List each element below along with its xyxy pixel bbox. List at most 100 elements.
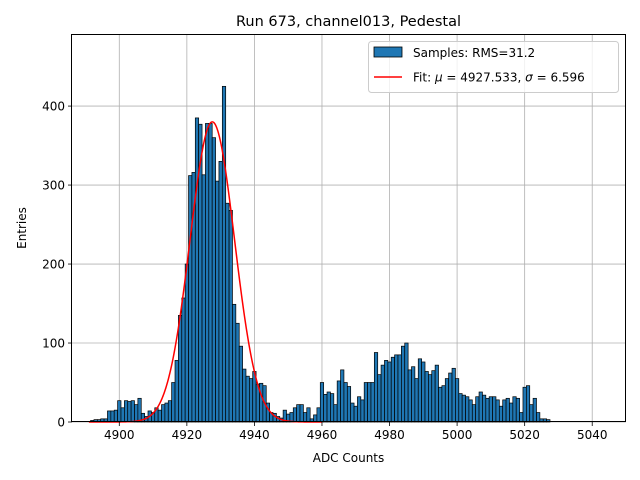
histogram-bar	[498, 405, 504, 423]
histogram-bar	[232, 303, 237, 423]
histogram-bar	[373, 352, 379, 423]
histogram-bar	[536, 412, 541, 423]
histogram-bar	[113, 409, 118, 423]
histogram-bar	[424, 371, 429, 423]
histogram-bar	[194, 117, 200, 423]
legend-histogram-label: Samples: RMS=31.2	[413, 46, 535, 60]
histogram-bar	[107, 410, 112, 423]
histogram-bar	[411, 366, 416, 423]
histogram-bar	[478, 391, 483, 423]
x-tick-label: 5020	[509, 428, 540, 442]
histogram-bar	[289, 412, 294, 423]
histogram-bar	[303, 412, 308, 423]
histogram-bar	[319, 382, 325, 423]
histogram-bar	[218, 161, 223, 423]
histogram-bar	[340, 369, 345, 423]
x-tick-label: 4900	[104, 428, 135, 442]
histogram-bar	[387, 361, 392, 423]
histogram-bar	[211, 137, 216, 423]
histogram-bar	[164, 402, 169, 423]
histogram-bar	[299, 404, 304, 423]
histogram-bar	[178, 315, 183, 423]
histogram-bar	[522, 386, 527, 423]
y-axis-label: Entries	[15, 207, 29, 249]
histogram-bar	[346, 386, 352, 423]
histogram-bar	[110, 410, 115, 423]
histogram-bar	[171, 382, 176, 423]
histogram-bar	[509, 402, 514, 423]
y-tick-label: 400	[42, 99, 65, 113]
histogram-bar	[326, 391, 331, 423]
histogram-bar	[316, 407, 321, 423]
histogram-bar	[120, 407, 125, 423]
histogram-bar	[134, 404, 139, 423]
histogram-bar	[468, 399, 473, 423]
histogram-bar	[130, 400, 135, 423]
histogram-bar	[259, 382, 264, 423]
histogram-bar	[502, 399, 507, 423]
histogram-bar	[512, 396, 517, 423]
histogram-bar	[238, 345, 243, 423]
histogram-bar	[417, 358, 422, 423]
histogram-bar	[167, 400, 173, 423]
histogram-bar	[414, 378, 419, 423]
histogram-bar	[377, 374, 382, 423]
histogram-bar	[336, 380, 341, 423]
histogram-bar	[245, 375, 250, 423]
histogram-bar	[350, 402, 355, 423]
y-tick-label: 100	[42, 336, 65, 350]
histogram-bar	[363, 382, 368, 423]
histogram-bar	[404, 342, 409, 423]
histogram-bar	[323, 394, 328, 423]
histogram-bar	[221, 85, 227, 423]
histogram-bar	[529, 404, 534, 423]
histogram-bar	[184, 263, 189, 423]
legend-box	[368, 41, 619, 93]
histogram-bar	[188, 175, 193, 423]
histogram-bar	[421, 361, 426, 423]
histogram-bar	[515, 397, 520, 423]
histogram-bar	[438, 386, 443, 423]
histogram-bar	[495, 399, 500, 423]
histogram-bar	[330, 393, 335, 423]
histogram-bar	[242, 368, 247, 423]
histogram-bar	[124, 400, 129, 423]
histogram-bar	[353, 405, 358, 423]
histogram-bar	[485, 397, 490, 423]
histogram-bar	[455, 378, 460, 423]
histogram-bar	[461, 394, 466, 423]
histogram-bar	[225, 202, 230, 423]
histogram-bar	[161, 404, 166, 423]
histogram-bar	[215, 180, 220, 423]
x-tick-label: 4920	[172, 428, 203, 442]
histogram-bar	[313, 414, 318, 423]
histogram-bar	[248, 378, 254, 423]
histogram-bar	[228, 209, 233, 423]
histogram-bar	[451, 367, 456, 423]
histogram-bar	[292, 407, 297, 423]
histogram-bar	[428, 374, 433, 423]
histogram-bar	[390, 356, 395, 423]
histogram-bar	[444, 378, 450, 423]
x-axis-label: ADC Counts	[313, 451, 385, 465]
histogram-bar	[235, 322, 240, 423]
histogram-bar	[360, 399, 365, 423]
histogram-bar	[370, 382, 375, 423]
chart-title: Run 673, channel013, Pedestal	[236, 14, 461, 30]
histogram-bar	[441, 385, 446, 423]
histogram-bar	[407, 369, 412, 423]
histogram-bar	[306, 407, 311, 423]
histogram-bar	[475, 396, 480, 423]
histogram-bar	[296, 404, 301, 423]
x-axis-ticks: 4900 4920 4940 4960 4980 5000 5020 5040	[104, 422, 607, 442]
x-tick-label: 5040	[577, 428, 608, 442]
histogram-bar	[201, 174, 206, 423]
plot-frame	[71, 34, 626, 422]
legend-histogram-swatch	[373, 46, 403, 58]
y-axis-ticks: 0 100 200 300 400	[42, 99, 72, 429]
y-tick-label: 300	[42, 178, 65, 192]
histogram-bar	[431, 370, 436, 423]
histogram-bar	[471, 404, 477, 423]
histogram-bar	[465, 396, 470, 423]
histogram-bar	[384, 360, 389, 423]
